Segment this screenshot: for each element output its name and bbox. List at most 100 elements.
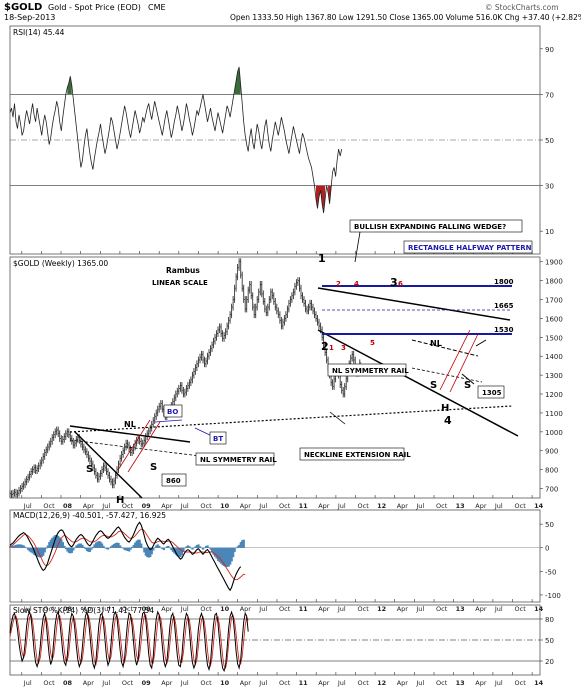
sto-ytick-label: 50 [545, 637, 554, 645]
watermark: © StockCharts.com [485, 3, 559, 12]
x-tick-label: Oct [200, 502, 212, 510]
macd-histogram-bar [164, 547, 167, 549]
macd-histogram-bar [161, 547, 164, 550]
macd-line [9, 521, 242, 592]
x-tick-label: Apr [240, 502, 252, 510]
macd-histogram-bar [218, 547, 221, 563]
x-tick-label: Jul [337, 502, 346, 510]
macd-histogram-bar [153, 547, 156, 549]
x-tick-label: Jul [23, 605, 32, 613]
macd-histogram-bar [205, 545, 208, 548]
wedge-bottom-line [317, 329, 519, 437]
macd-histogram-bar [183, 547, 187, 549]
macd-histogram-bar [179, 547, 182, 558]
macd-histogram-bar [202, 547, 205, 550]
x-tick-label: Oct [43, 502, 55, 510]
macd-histogram-bar [94, 542, 98, 548]
x-tick-label: Oct [279, 679, 291, 687]
x-tick-label: Apr [397, 605, 409, 613]
macd-histogram-bar [25, 547, 28, 549]
x-tick-label: 11 [299, 679, 309, 687]
price-panel-frame [9, 256, 541, 499]
macd-histogram-bar [200, 547, 203, 549]
macd-histogram-bar [203, 547, 206, 549]
bo-pointer [154, 419, 183, 423]
macd-histogram-bar [90, 547, 93, 550]
x-tick-label: Jul [101, 679, 110, 687]
x-tick-label: Oct [200, 679, 212, 687]
x-tick-label: 11 [299, 502, 309, 510]
macd-histogram-bar [150, 547, 153, 555]
x-tick-label: Oct [436, 605, 448, 613]
sto-ytick-label: 20 [545, 658, 554, 666]
x-tick-label: Apr [475, 605, 487, 613]
left-nl-symmetry-line [69, 439, 201, 457]
x-tick-label: Jul [415, 679, 424, 687]
red-mark-3-bottom: 3 [341, 344, 346, 352]
x-tick-label: 13 [456, 679, 465, 687]
price-ytick-label: 1600 [545, 315, 563, 323]
x-tick-label: Apr [240, 679, 252, 687]
left-nl-line [69, 425, 191, 443]
x-tick-label: 12 [377, 502, 386, 510]
macd-histogram-bar [180, 547, 184, 556]
macd-histogram-bar [9, 546, 12, 548]
x-tick-label: Jul [494, 605, 503, 613]
bo-box [163, 404, 183, 418]
macd-histogram-bar [132, 544, 135, 548]
macd-histogram-bar [93, 544, 96, 548]
macd-histogram-bar [242, 539, 245, 548]
x-tick-label: Oct [358, 679, 370, 687]
x-tick-label: 09 [142, 605, 152, 613]
x-tick-label: 09 [142, 502, 152, 510]
rect-label-box [403, 240, 533, 254]
level-1530-label: 1530 [494, 326, 514, 334]
right-nl-symmetry-box [327, 363, 407, 377]
x-tick-label: Jul [180, 605, 189, 613]
bt-label: BT [213, 435, 223, 443]
red-mark-2-top: 2 [336, 280, 341, 288]
macd-histogram-bar [236, 546, 239, 548]
rsi-ytick-label: 90 [545, 46, 554, 54]
macd-histogram-bar [18, 544, 21, 548]
right-nl-line [411, 339, 479, 357]
macd-histogram-bar [111, 544, 114, 548]
right-red-channel-1 [439, 329, 471, 391]
x-tick-label: Jul [23, 502, 32, 510]
annotation-lines [69, 231, 519, 499]
x-tick-label: 12 [377, 605, 386, 613]
x-tick-label: Apr [161, 679, 173, 687]
x-tick-label: Apr [318, 605, 330, 613]
sto-ytick-label: 80 [545, 616, 554, 624]
x-tick-label: Oct [122, 679, 134, 687]
macd-histogram-bar [238, 544, 241, 548]
right-nl-symmetry-label: NL SYMMETRY RAIL [332, 367, 409, 375]
macd-histogram-bar [168, 547, 171, 549]
macd-title: MACD(12,26,9) -40.501, -57.427, 16.925 [13, 511, 166, 520]
x-tick-label: Oct [279, 502, 291, 510]
macd-histogram-bar [227, 547, 230, 567]
macd-histogram-bar [188, 546, 191, 548]
macd-histogram-bar [81, 544, 84, 548]
macd-histogram-bar [182, 547, 185, 552]
macd-histogram-bar [55, 535, 58, 548]
x-tick-label: 13 [456, 502, 465, 510]
right-s-1: S [430, 380, 437, 391]
left-nl-symmetry-box [195, 452, 275, 466]
macd-histogram-bar [221, 547, 224, 566]
x-tick-label: Apr [83, 605, 95, 613]
x-tick-label: Jul [258, 502, 267, 510]
macd-histogram-bar [206, 545, 209, 548]
linear-scale-label: LINEAR SCALE [152, 279, 208, 287]
macd-histogram-bar [99, 541, 102, 548]
left-red-channel-1 [117, 419, 151, 471]
macd-histogram-bar [10, 545, 13, 548]
macd-histogram-bar [88, 547, 92, 552]
macd-histogram-bar [223, 547, 226, 567]
macd-histogram-bar [152, 547, 155, 551]
x-tick-label: Jul [101, 502, 110, 510]
macd-histogram-bar [54, 535, 57, 548]
rsi-layer: 10 30 50 70 90 [9, 46, 554, 236]
